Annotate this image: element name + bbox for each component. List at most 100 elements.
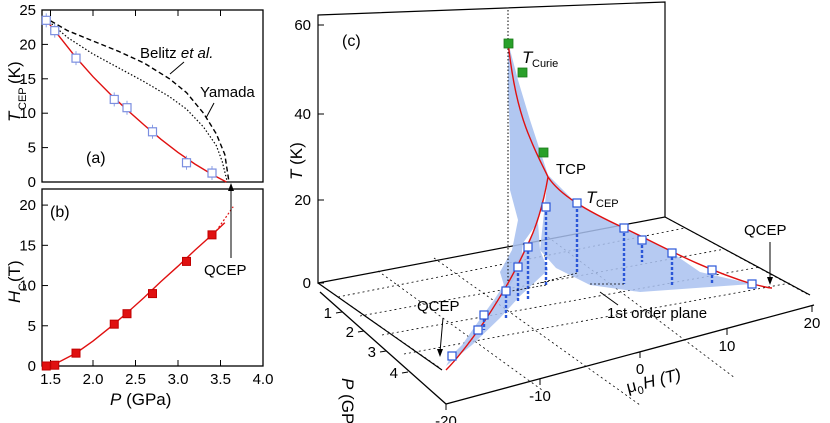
c-t-tick-label: 60 bbox=[294, 17, 311, 34]
panel-b-label: (b) bbox=[50, 204, 70, 221]
c-p-tick-label: 2 bbox=[346, 324, 354, 341]
panel-b-xtick-label: 3.5 bbox=[210, 371, 231, 388]
qcep-label-b: QCEP bbox=[204, 262, 247, 279]
field-ticks: -20 -10 0 10 20 bbox=[435, 306, 820, 423]
panel-a-ytick-label: 10 bbox=[19, 105, 36, 122]
c-t-tick-label: 40 bbox=[294, 106, 311, 123]
curie-point bbox=[538, 147, 549, 158]
panel-a-y-ticks: 0 5 10 15 20 25 bbox=[19, 2, 48, 191]
panel-b-x-ticks: 1.5 2.0 2.5 3.0 3.5 4.0 bbox=[40, 10, 273, 388]
panel-b-data-points bbox=[41, 230, 217, 371]
panel-a-point bbox=[109, 94, 119, 105]
qcep-left-arrowhead bbox=[437, 349, 443, 357]
c-t-tick-label: 20 bbox=[294, 192, 311, 209]
panel-b-ytick-label: 20 bbox=[19, 197, 36, 214]
curie-points bbox=[503, 38, 549, 158]
panel-b-point bbox=[109, 319, 119, 329]
panel-b-point bbox=[122, 309, 132, 319]
panel-a-ytick-label: 5 bbox=[28, 140, 36, 157]
panel-b-xlabel: P (GPa) bbox=[110, 390, 171, 409]
t-axis-t: T bbox=[287, 168, 306, 180]
c-t-tick-label: 0 bbox=[303, 275, 311, 292]
field-axis bbox=[445, 304, 815, 405]
c-h-axis-label: μ 0 H (T) bbox=[624, 365, 683, 397]
left-wing-lower bbox=[446, 222, 548, 366]
curie-point bbox=[517, 67, 528, 78]
tcep-point bbox=[541, 202, 551, 212]
left-wing-curve bbox=[445, 176, 549, 371]
belitz-label-etal: et al. bbox=[181, 45, 214, 62]
pressure-axis bbox=[319, 291, 447, 405]
panel-b-ytick-label: 0 bbox=[28, 358, 36, 375]
panel-a-point bbox=[147, 127, 158, 137]
panel-b-extrapolation bbox=[215, 206, 234, 232]
p-axis-unit: (GPa) bbox=[338, 389, 357, 423]
qcep-arrowhead-ab bbox=[228, 183, 234, 191]
curie-point bbox=[503, 38, 514, 49]
tcp-label: TCP bbox=[556, 161, 586, 178]
belitz-label-text: Belitz bbox=[140, 45, 181, 62]
c-h-tick-label: 10 bbox=[719, 338, 736, 355]
qcep-label-right: QCEP bbox=[744, 222, 787, 239]
tcurie-label-sub: Curie bbox=[532, 58, 558, 70]
belitz-pointer bbox=[169, 61, 185, 75]
panel-b-xtick-label: 2.5 bbox=[125, 371, 146, 388]
tcep-points bbox=[447, 198, 757, 361]
panel-b-ylabel-unit: (T) bbox=[5, 260, 24, 282]
panel-b-xtick-label: 4.0 bbox=[253, 371, 274, 388]
belitz-label: Belitz et al. bbox=[140, 45, 213, 62]
panel-a: 0 5 10 15 20 25 (a) T CEP (K) Belitz et al. Y… bbox=[5, 2, 264, 191]
panel-a-point bbox=[41, 15, 51, 25]
tcep-label-sub: CEP bbox=[596, 198, 619, 210]
c-p-tick bbox=[379, 350, 387, 353]
h-axis-h: H (T) bbox=[641, 365, 683, 393]
panel-a-point bbox=[181, 158, 192, 168]
panel-b-point bbox=[71, 348, 81, 358]
first-order-lines bbox=[482, 204, 714, 330]
qcep-left-pointer bbox=[439, 317, 444, 353]
panel-b-point bbox=[207, 230, 217, 240]
panel-b-point bbox=[182, 256, 191, 266]
temperature-ticks: 0 20 40 60 bbox=[294, 17, 324, 292]
panel-b-frame bbox=[41, 188, 264, 367]
tcep-point bbox=[479, 310, 489, 320]
qcep-label-left: QCEP bbox=[417, 298, 460, 315]
tcep-point bbox=[572, 198, 582, 208]
panel-a-fit-curve bbox=[43, 16, 227, 183]
yamada-pointer bbox=[205, 102, 215, 119]
yamada-label: Yamada bbox=[200, 84, 255, 101]
panel-b-ytick-label: 15 bbox=[19, 237, 36, 254]
tcep-point bbox=[667, 248, 677, 258]
panel-a-point bbox=[50, 26, 60, 36]
belitz-curve bbox=[43, 16, 230, 183]
panel-b-ylabel: H C (T) bbox=[5, 260, 29, 303]
xlabel-p: P bbox=[110, 390, 122, 409]
panel-a-ylabel: T CEP (K) bbox=[5, 61, 29, 122]
panel-a-ytick-label: 20 bbox=[19, 36, 36, 53]
tcurie-label-main: T bbox=[522, 48, 534, 67]
c-p-tick bbox=[357, 330, 365, 333]
tcep-point bbox=[747, 279, 757, 289]
panel-a-frame bbox=[41, 9, 264, 183]
right-wing-surface bbox=[540, 175, 752, 292]
panel-a-ytick-label: 25 bbox=[19, 2, 36, 19]
c-p-axis-label: P (GPa) bbox=[338, 378, 357, 423]
curie-curve bbox=[507, 41, 549, 178]
panel-a-ytick-label: 0 bbox=[28, 174, 36, 191]
panel-b-point bbox=[41, 361, 51, 371]
tcep-point bbox=[513, 262, 523, 272]
left-wing-upper bbox=[500, 42, 548, 292]
c-h-tick-label: 0 bbox=[636, 361, 644, 378]
panel-b-ytick-label: 5 bbox=[28, 318, 36, 335]
panel-a-point bbox=[122, 103, 132, 113]
panel-a-ytick-label: 15 bbox=[19, 71, 36, 88]
panel-b-xtick-label: 2.0 bbox=[83, 371, 104, 388]
tcep-point bbox=[501, 286, 511, 296]
h-axis-mu: μ bbox=[624, 376, 638, 397]
tcep-point bbox=[637, 235, 647, 245]
c-p-tick-label: 3 bbox=[368, 344, 376, 361]
